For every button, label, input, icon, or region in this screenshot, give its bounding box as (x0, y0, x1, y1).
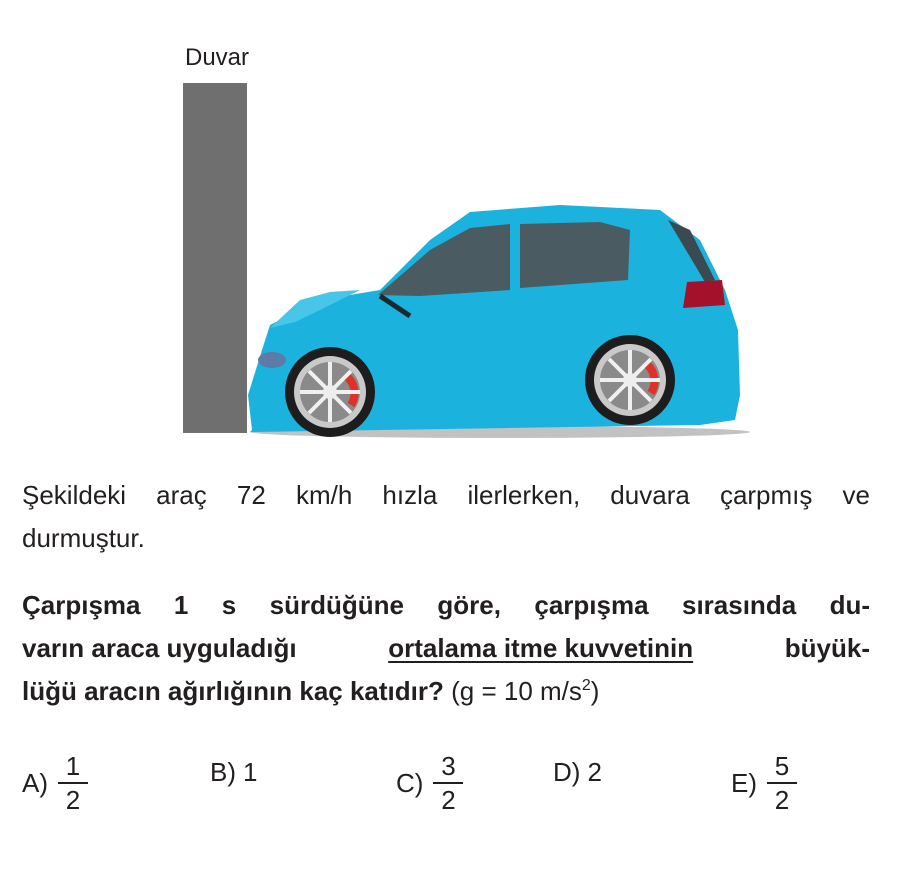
headlight (258, 352, 286, 368)
car (248, 205, 740, 437)
numerator: 3 (441, 751, 456, 781)
question-line-3-text: lüğü aracın ağırlığının kaç katıdır? (22, 676, 444, 706)
question-line-3: lüğü aracın ağırlığının kaç katıdır? (g … (22, 676, 870, 706)
question-line-2: varın araca uyguladığı ortalama itme kuv… (22, 633, 870, 663)
wall (183, 83, 247, 433)
question-line-2-pre: varın araca uyguladığı (22, 633, 304, 663)
option-value: 2 (587, 757, 602, 787)
option-label: D) (553, 757, 581, 787)
fraction-bar (767, 782, 797, 784)
intro-line-2: durmuştur. (22, 523, 145, 553)
given-post: ) (590, 676, 600, 706)
given-pre: (g = 10 m/s (443, 676, 582, 706)
denominator: 2 (774, 785, 790, 815)
denominator: 2 (441, 785, 456, 815)
option-label: E) (731, 768, 757, 798)
option-d[interactable]: D) 2 (553, 752, 602, 792)
numerator: 1 (65, 751, 81, 781)
given-sup: 2 (581, 677, 591, 694)
question-line-1: Çarpışma 1 s sürdüğüne göre, çarpışma sı… (22, 590, 870, 620)
option-label: C) (396, 768, 424, 798)
fraction-bar (433, 782, 464, 784)
rear-wheel (585, 335, 675, 425)
option-value: 1 (243, 757, 258, 787)
wall-label: Duvar (185, 44, 250, 71)
denominator: 2 (65, 785, 81, 815)
question-line-2-post: büyük- (777, 633, 870, 663)
option-label: A) (22, 768, 48, 798)
underlined-phrase: ortalama itme kuvvetinin (388, 633, 694, 663)
option-b[interactable]: B) 1 (210, 752, 257, 792)
fraction-bar (58, 782, 88, 784)
intro-line-1: Şekildeki araç 72 km/h hızla ilerlerken,… (22, 480, 870, 510)
option-label: B) (210, 757, 236, 787)
numerator: 5 (774, 751, 790, 781)
front-wheel (285, 347, 375, 437)
